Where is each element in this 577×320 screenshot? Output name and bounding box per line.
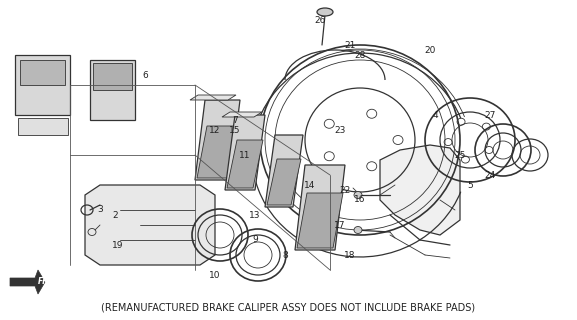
Text: 27: 27 xyxy=(484,110,496,119)
Text: 11: 11 xyxy=(239,150,251,159)
Polygon shape xyxy=(195,100,240,180)
Text: 24: 24 xyxy=(484,171,496,180)
Text: 4: 4 xyxy=(432,110,438,119)
Text: 26: 26 xyxy=(314,15,325,25)
Polygon shape xyxy=(227,140,263,188)
Polygon shape xyxy=(222,112,262,117)
Text: 7: 7 xyxy=(232,116,238,124)
Text: 23: 23 xyxy=(334,125,346,134)
Text: 3: 3 xyxy=(97,205,103,214)
Polygon shape xyxy=(380,145,460,235)
Text: 15: 15 xyxy=(229,125,241,134)
Polygon shape xyxy=(18,118,68,135)
Text: 6: 6 xyxy=(142,70,148,79)
Polygon shape xyxy=(20,60,65,85)
Polygon shape xyxy=(190,95,236,100)
Polygon shape xyxy=(265,135,303,207)
Polygon shape xyxy=(297,193,343,248)
Text: 28: 28 xyxy=(354,51,366,60)
Text: 18: 18 xyxy=(344,251,356,260)
Text: 2: 2 xyxy=(112,211,118,220)
Text: 25: 25 xyxy=(454,150,466,159)
Text: 5: 5 xyxy=(467,180,473,189)
Text: 20: 20 xyxy=(424,45,436,54)
Text: 14: 14 xyxy=(304,180,316,189)
Polygon shape xyxy=(295,165,345,250)
Text: 12: 12 xyxy=(209,125,220,134)
Text: 19: 19 xyxy=(113,241,123,250)
Text: (REMANUFACTURED BRAKE CALIPER ASSY DOES NOT INCLUDE BRAKE PADS): (REMANUFACTURED BRAKE CALIPER ASSY DOES … xyxy=(101,303,475,313)
Text: 10: 10 xyxy=(209,270,221,279)
Text: FR.: FR. xyxy=(38,277,52,286)
Polygon shape xyxy=(90,60,135,120)
Text: 16: 16 xyxy=(354,196,366,204)
Polygon shape xyxy=(10,270,45,294)
Polygon shape xyxy=(85,185,215,265)
Polygon shape xyxy=(197,126,238,178)
Ellipse shape xyxy=(354,191,362,198)
Text: 8: 8 xyxy=(282,251,288,260)
Text: 22: 22 xyxy=(339,186,351,195)
Text: 9: 9 xyxy=(252,236,258,244)
Text: 21: 21 xyxy=(344,41,355,50)
Polygon shape xyxy=(15,55,70,115)
Polygon shape xyxy=(267,159,301,205)
Ellipse shape xyxy=(317,8,333,16)
Text: 13: 13 xyxy=(249,211,261,220)
Polygon shape xyxy=(93,63,132,90)
Text: 17: 17 xyxy=(334,220,346,229)
Ellipse shape xyxy=(354,227,362,234)
Polygon shape xyxy=(225,115,265,190)
